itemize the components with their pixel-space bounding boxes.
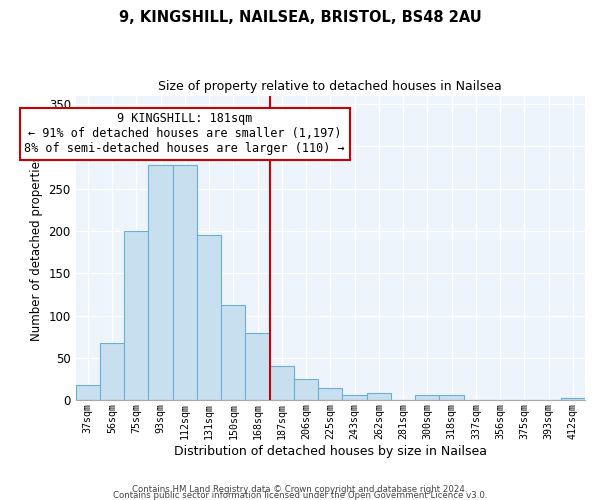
Bar: [367, 394, 391, 400]
Bar: [318, 388, 343, 400]
Bar: [173, 165, 197, 400]
Y-axis label: Number of detached properties: Number of detached properties: [30, 155, 43, 341]
Text: 9, KINGSHILL, NAILSEA, BRISTOL, BS48 2AU: 9, KINGSHILL, NAILSEA, BRISTOL, BS48 2AU: [119, 10, 481, 25]
Bar: [270, 366, 294, 400]
Bar: [245, 334, 270, 400]
Bar: [439, 395, 464, 400]
Bar: [415, 395, 439, 400]
Title: Size of property relative to detached houses in Nailsea: Size of property relative to detached ho…: [158, 80, 502, 93]
Text: 9 KINGSHILL: 181sqm
← 91% of detached houses are smaller (1,197)
8% of semi-deta: 9 KINGSHILL: 181sqm ← 91% of detached ho…: [25, 112, 345, 156]
Bar: [294, 379, 318, 400]
Bar: [197, 235, 221, 400]
Bar: [561, 398, 585, 400]
Text: Contains public sector information licensed under the Open Government Licence v3: Contains public sector information licen…: [113, 490, 487, 500]
Bar: [221, 304, 245, 400]
Bar: [343, 395, 367, 400]
Text: Contains HM Land Registry data © Crown copyright and database right 2024.: Contains HM Land Registry data © Crown c…: [132, 484, 468, 494]
Bar: [148, 165, 173, 400]
Bar: [76, 385, 100, 400]
X-axis label: Distribution of detached houses by size in Nailsea: Distribution of detached houses by size …: [174, 444, 487, 458]
Bar: [100, 342, 124, 400]
Bar: [124, 231, 148, 400]
